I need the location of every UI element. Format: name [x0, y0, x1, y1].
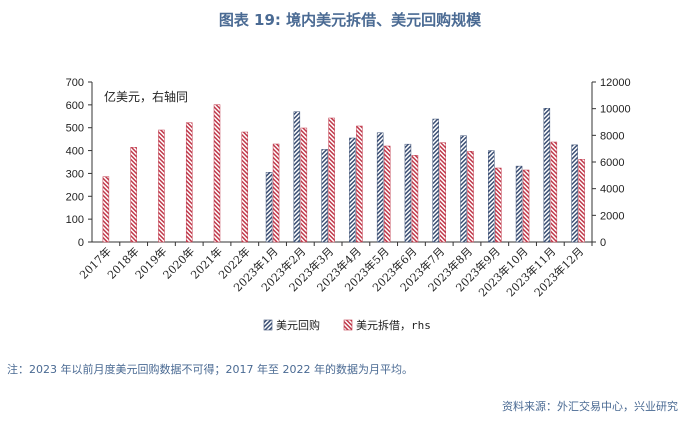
- y-left-tick-label: 400: [66, 146, 84, 158]
- bar-repo: [404, 143, 412, 243]
- legend: 美元回购 美元拆借，rhs: [263, 318, 431, 332]
- bar-lending: [241, 131, 249, 243]
- legend-label-lending: 美元拆借，rhs: [356, 318, 431, 332]
- bar-repo: [376, 132, 384, 243]
- bar-lending: [411, 155, 419, 243]
- y-right-tick-label: 4000: [600, 184, 624, 196]
- x-axis-labels: 2017年2018年2019年2020年2021年2022年2023年1月202…: [77, 244, 587, 299]
- y-right-tick-label: 0: [600, 237, 606, 249]
- bar-lending: [130, 147, 137, 243]
- bar-lending: [522, 169, 530, 243]
- y-left-tick-label: 100: [66, 214, 84, 226]
- lending-series: [102, 104, 585, 243]
- bar-lending: [467, 151, 474, 243]
- bar-repo: [460, 135, 467, 243]
- bar-lending: [158, 129, 165, 243]
- legend-swatch-repo: [263, 319, 273, 331]
- y-left-tick-label: 700: [66, 77, 84, 89]
- y-left-tick-label: 200: [66, 191, 84, 203]
- bar-lending: [272, 143, 280, 243]
- y-left-tick-label: 300: [66, 168, 84, 180]
- bar-lending: [550, 141, 558, 243]
- bar-lending: [300, 127, 308, 243]
- y-left-tick-label: 0: [78, 237, 84, 249]
- bar-lending: [328, 117, 335, 243]
- y-right-tick-label: 2000: [600, 210, 624, 222]
- bar-lending: [495, 167, 502, 243]
- y-right-tick-label: 6000: [600, 157, 624, 169]
- y-right-tick-label: 10000: [600, 104, 631, 116]
- bar-lending: [102, 176, 110, 243]
- source-note: 资料来源：外汇交易中心，兴业研究: [502, 400, 678, 413]
- bar-repo: [432, 118, 439, 243]
- bar-lending: [185, 122, 193, 243]
- bar-repo: [293, 111, 301, 243]
- bar-lending: [213, 104, 221, 243]
- chart-title: 图表 19: 境内美元拆借、美元回购规模: [218, 11, 482, 29]
- bar-repo: [515, 165, 523, 243]
- bar-lending: [439, 142, 446, 243]
- bar-repo: [349, 137, 356, 243]
- footnote: 注：2023 年以前月度美元回购数据不可得；2017 年至 2022 年的数据为…: [7, 363, 413, 376]
- y-right-tick-label: 8000: [600, 130, 624, 142]
- bar-repo: [571, 144, 578, 243]
- y-left-tick-label: 600: [66, 100, 84, 112]
- repo-series: [265, 108, 578, 243]
- bar-lending: [383, 145, 391, 243]
- bar-lending: [578, 159, 585, 243]
- bar-repo: [488, 150, 495, 243]
- y-left-tick-label: 500: [66, 123, 84, 135]
- chart-annotation: 亿美元，右轴同: [104, 89, 188, 104]
- bar-lending: [356, 125, 363, 243]
- bar-repo: [543, 108, 551, 243]
- bar-repo: [321, 149, 328, 243]
- axes: 0 100 200 300 400 500 600 700 0 2000 4000 6000 8000 1…: [66, 77, 631, 249]
- legend-swatch-lending: [343, 319, 353, 331]
- legend-label-repo: 美元回购: [276, 318, 320, 332]
- bar-repo: [265, 172, 273, 243]
- y-right-tick-label: 12000: [600, 77, 631, 89]
